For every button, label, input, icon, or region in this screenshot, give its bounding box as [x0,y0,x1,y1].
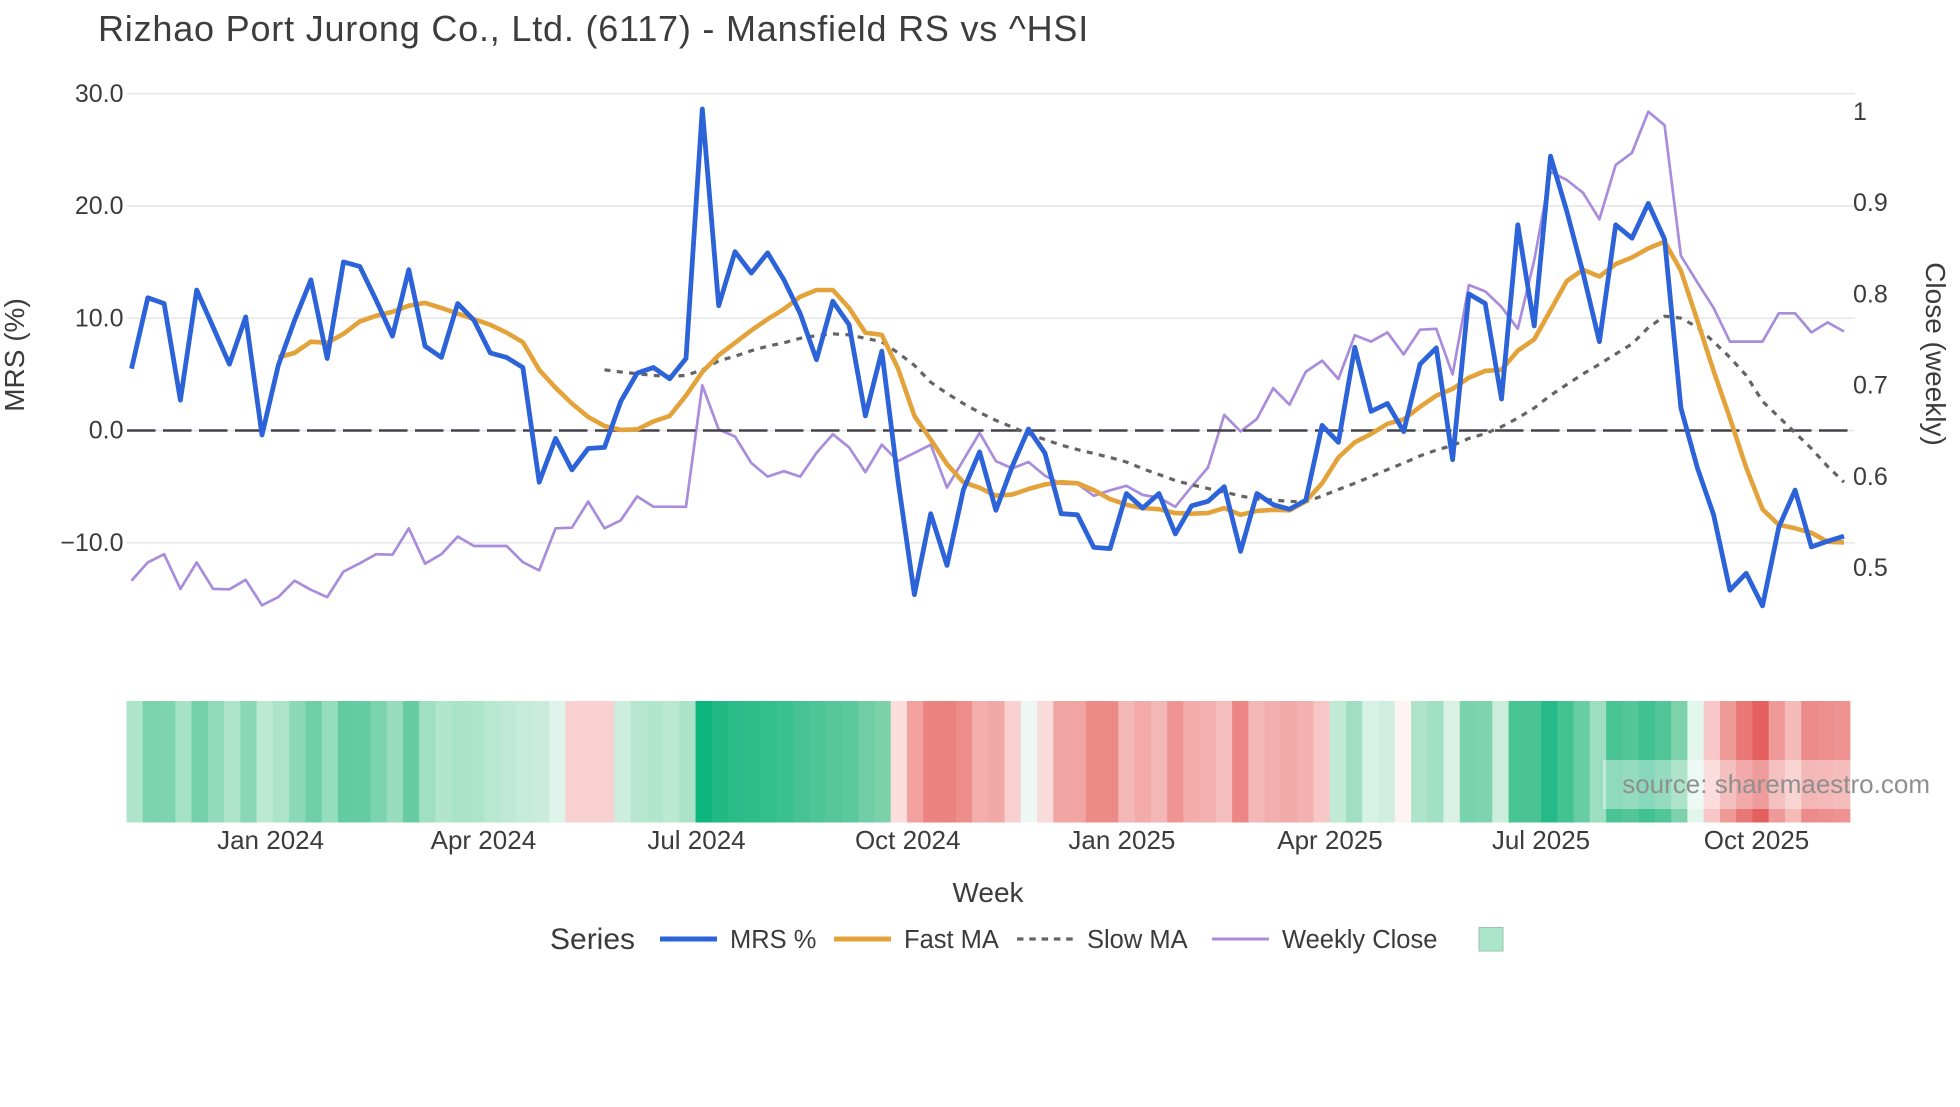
svg-text:Apr 2025: Apr 2025 [1277,825,1383,855]
svg-text:0.9: 0.9 [1853,189,1888,217]
svg-text:Week: Week [952,877,1024,908]
svg-text:MRS (%): MRS (%) [0,298,30,412]
svg-text:0.0: 0.0 [89,417,124,445]
svg-text:30.0: 30.0 [75,80,124,108]
svg-text:0.7: 0.7 [1853,372,1888,400]
svg-text:Weekly Close: Weekly Close [1282,926,1437,954]
svg-text:1: 1 [1853,98,1867,126]
svg-text:0.8: 0.8 [1853,280,1888,308]
svg-text:Jan 2025: Jan 2025 [1068,825,1175,855]
svg-text:Jan 2024: Jan 2024 [217,825,324,855]
svg-text:−10.0: −10.0 [60,529,123,557]
svg-text:Rizhao Port Jurong Co., Ltd. (: Rizhao Port Jurong Co., Ltd. (6117) - Ma… [98,8,1089,49]
svg-text:Oct 2025: Oct 2025 [1704,825,1810,855]
svg-text:Apr 2024: Apr 2024 [431,825,537,855]
svg-text:Series: Series [550,923,635,956]
svg-text:0.6: 0.6 [1853,463,1888,491]
svg-text:source: sharemaestro.com: source: sharemaestro.com [1622,769,1930,799]
svg-text:Fast MA: Fast MA [904,926,999,954]
svg-text:10.0: 10.0 [75,304,124,332]
svg-text:MRS %: MRS % [730,926,816,954]
svg-text:0.5: 0.5 [1853,554,1888,582]
svg-text:Slow MA: Slow MA [1087,926,1188,954]
svg-text:Close (weekly): Close (weekly) [1920,262,1951,446]
svg-text:Oct 2024: Oct 2024 [855,825,961,855]
svg-text:20.0: 20.0 [75,192,124,220]
svg-text:Jul 2025: Jul 2025 [1492,825,1590,855]
svg-text:Jul 2024: Jul 2024 [647,825,745,855]
